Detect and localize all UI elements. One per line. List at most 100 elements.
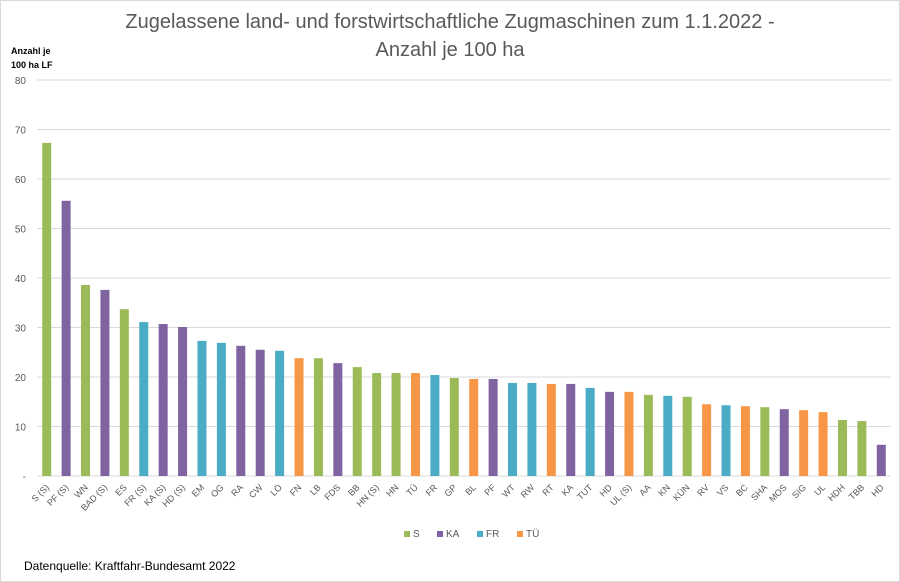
x-tick-label: EM	[190, 482, 207, 499]
bar-pf	[488, 378, 498, 476]
bar-rv	[702, 404, 712, 476]
bar-wt	[508, 382, 518, 476]
y-tick-label: 70	[15, 126, 27, 137]
bar-gp	[449, 377, 459, 476]
bar-hn	[391, 373, 401, 476]
x-tick-label: RV	[695, 482, 711, 498]
x-tick-label: OG	[209, 482, 226, 499]
y-axis-label-line-2: 100 ha LF	[11, 60, 53, 70]
bar-fr-s-	[139, 322, 149, 476]
y-axis-label: Anzahl je 100 ha LF	[11, 44, 53, 72]
x-tick-label: UL	[812, 482, 827, 497]
x-tick-label: KA	[560, 482, 576, 498]
y-tick-label: 50	[15, 225, 27, 236]
x-tick-label: RT	[540, 482, 556, 498]
x-tick-label: VS	[715, 482, 731, 498]
bar-hd	[876, 444, 886, 476]
x-tick-label: TBB	[847, 482, 866, 501]
bar-mos	[779, 409, 789, 476]
x-tick-label: TUT	[575, 482, 595, 502]
bar-fr	[430, 375, 440, 476]
bar-bc	[740, 406, 750, 476]
bar-s-s-	[42, 142, 52, 477]
y-tick-label: 30	[15, 324, 27, 335]
bar-aa	[643, 394, 653, 476]
bar-bl	[469, 378, 479, 476]
chart-title-line-1: Zugelassene land- und forstwirtschaftlic…	[125, 11, 775, 33]
x-tick-label: PF (S)	[45, 482, 70, 507]
x-tick-label: ES	[113, 482, 129, 498]
x-tick-label: CW	[247, 482, 265, 500]
bar-vs	[721, 405, 731, 476]
chart-title-line-2: Anzahl je 100 ha	[375, 39, 525, 61]
bar-og	[216, 342, 226, 476]
bar-hn-s-	[372, 373, 382, 476]
x-tick-label: RA	[229, 482, 245, 498]
x-tick-label: WT	[500, 482, 517, 499]
bar-lö	[275, 350, 285, 476]
legend-swatch-fr	[477, 531, 483, 537]
y-tick-label: 80	[15, 76, 27, 87]
bar-hdh	[837, 420, 847, 476]
legend-label-tü: TÜ	[526, 528, 539, 540]
y-tick-label: 20	[15, 373, 27, 384]
y-axis-label-line-1: Anzahl je	[11, 46, 51, 56]
x-tick-label: BL	[463, 482, 478, 497]
x-tick-label: FDS	[322, 482, 342, 502]
legend-label-ka: KA	[446, 529, 460, 540]
chart-title: Zugelassene land- und forstwirtschaftlic…	[0, 8, 900, 64]
legend-label-s: S	[413, 529, 420, 540]
bar-ka-s-	[158, 324, 168, 476]
x-tick-label: HD	[869, 482, 886, 499]
x-tick-label: UL (S)	[608, 482, 633, 507]
x-tick-label: LÖ	[268, 482, 284, 498]
bar-ra	[236, 345, 246, 476]
x-tick-label: RW	[519, 482, 537, 500]
y-tick-label: 60	[15, 175, 27, 186]
legend-swatch-tü	[517, 531, 523, 537]
bar-pf-s-	[61, 200, 71, 476]
bar-bad-s-	[100, 289, 110, 476]
bar-rw	[527, 382, 537, 476]
x-tick-label: AA	[637, 482, 653, 498]
x-tick-label: HDH	[826, 482, 847, 503]
legend-swatch-s	[404, 531, 410, 537]
bar-hd	[605, 391, 615, 476]
x-tick-label: TÜ	[404, 482, 420, 498]
bar-wn	[81, 284, 91, 476]
bar-es	[119, 309, 129, 476]
bar-em	[197, 340, 207, 476]
x-tick-label: FR	[424, 482, 440, 498]
x-tick-label: GP	[442, 482, 458, 498]
x-tick-label: SIG	[790, 482, 808, 500]
x-tick-label: LB	[308, 482, 323, 497]
y-tick-label: 10	[15, 423, 27, 434]
y-tick-label: 40	[15, 274, 27, 285]
bar-ul-s-	[624, 391, 634, 476]
bar-tü	[410, 373, 420, 476]
bar-fds	[333, 363, 343, 476]
bar-cw	[255, 349, 265, 476]
bar-kün	[682, 396, 692, 476]
x-tick-label: BC	[734, 482, 750, 498]
y-tick-label: -	[23, 472, 26, 483]
bar-rt	[546, 383, 556, 476]
bar-fn	[294, 358, 304, 476]
bar-tut	[585, 387, 595, 476]
x-tick-label: PF	[482, 482, 498, 498]
bar-sha	[760, 407, 770, 476]
x-tick-label: HN	[384, 482, 400, 498]
x-tick-label: BB	[346, 482, 362, 498]
legend-label-fr: FR	[486, 529, 499, 540]
bar-tbb	[857, 421, 867, 476]
bar-ul	[818, 412, 828, 476]
x-tick-label: MOS	[767, 482, 789, 504]
bar-hd-s-	[178, 327, 188, 476]
x-tick-label: SHA	[749, 482, 769, 502]
x-tick-label: KÜN	[671, 482, 692, 503]
bar-sig	[799, 410, 809, 476]
data-source-note: Datenquelle: Kraftfahr-Bundesamt 2022	[24, 559, 236, 573]
bar-lb	[313, 358, 323, 476]
bar-bb	[352, 367, 362, 476]
